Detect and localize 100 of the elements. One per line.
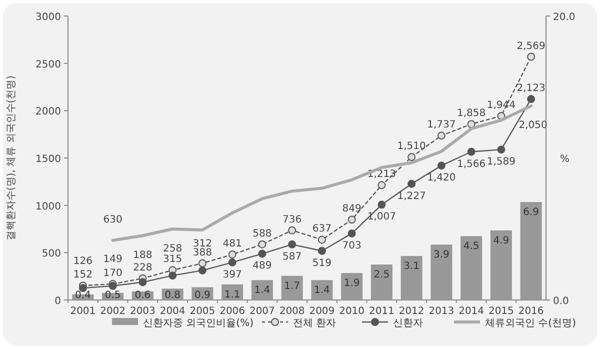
legend-label: 신환자 xyxy=(393,318,423,329)
legend-label: 신환자중 외국인비율(%) xyxy=(143,318,254,329)
bar xyxy=(400,256,422,300)
data-label: 6.9 xyxy=(523,207,540,218)
data-label: 1,007 xyxy=(367,212,396,223)
x-tick-label: 2002 xyxy=(100,306,126,317)
bar xyxy=(430,244,452,300)
y2-tick-label: 0.0 xyxy=(553,296,569,307)
data-label: 126 xyxy=(73,256,92,268)
data-label: 703 xyxy=(342,240,362,252)
data-label: 1,858 xyxy=(456,108,486,120)
point xyxy=(198,266,206,274)
data-label: 2,569 xyxy=(516,40,546,52)
x-tick-label: 2010 xyxy=(339,306,365,317)
data-label: 1,566 xyxy=(456,158,486,170)
x-tick-label: 2006 xyxy=(220,306,246,317)
data-label: 588 xyxy=(252,228,272,240)
point xyxy=(348,216,356,224)
data-label: 170 xyxy=(103,268,122,279)
y-tick-label: 2500 xyxy=(36,59,61,70)
data-label: 736 xyxy=(282,214,302,226)
x-tick-label: 2001 xyxy=(70,306,96,317)
point xyxy=(318,236,326,244)
data-label: 1,227 xyxy=(397,190,426,202)
point xyxy=(408,180,416,188)
x-tick-label: 2014 xyxy=(458,306,484,317)
data-label: 1.1 xyxy=(224,289,240,300)
data-label: 1,420 xyxy=(427,172,456,184)
data-label: 4.9 xyxy=(493,235,510,246)
legend-label: 체류외국인 수(천명) xyxy=(485,318,576,329)
point xyxy=(408,153,416,162)
x-tick-label: 2003 xyxy=(130,306,156,317)
point xyxy=(228,258,236,266)
y-tick-label: 2000 xyxy=(36,106,61,118)
data-label: 3.9 xyxy=(433,250,450,261)
x-tick-label: 2011 xyxy=(368,306,394,317)
y-axis-title: 결핵환자수(명), 체류 외국인수(천명) xyxy=(6,75,17,241)
bar xyxy=(311,280,333,300)
bar xyxy=(370,264,392,300)
point xyxy=(288,240,296,248)
point xyxy=(138,278,147,286)
data-label: 312 xyxy=(192,238,212,250)
legend-label: 전체 환자 xyxy=(293,318,336,329)
y-tick-label: 0 xyxy=(54,296,61,307)
point xyxy=(497,146,506,154)
bar xyxy=(490,230,512,300)
data-label: 152 xyxy=(73,270,92,281)
point xyxy=(467,148,476,156)
bar xyxy=(520,202,542,300)
x-tick-label: 2007 xyxy=(249,306,275,317)
point xyxy=(258,250,266,258)
point xyxy=(258,240,266,248)
point xyxy=(288,226,296,234)
x-tick-label: 2004 xyxy=(160,306,186,317)
data-label: 4.5 xyxy=(463,241,480,252)
data-label: 1,510 xyxy=(397,141,426,152)
point xyxy=(198,259,206,268)
y-tick-label: 3000 xyxy=(36,12,61,23)
data-label: 1,944 xyxy=(486,100,516,111)
data-label: 1.9 xyxy=(344,278,360,290)
data-label: 2,123 xyxy=(516,83,546,94)
data-label: 258 xyxy=(163,244,182,255)
data-label: 228 xyxy=(133,262,152,274)
data-label: 0.5 xyxy=(104,290,121,301)
point xyxy=(527,52,536,61)
bar xyxy=(460,236,482,300)
data-label: 519 xyxy=(312,258,332,269)
bar xyxy=(341,273,363,300)
data-label: 0.9 xyxy=(194,290,210,301)
data-label: 630 xyxy=(103,214,122,226)
point xyxy=(348,229,356,238)
x-tick-label: 2009 xyxy=(309,306,335,317)
data-label: 481 xyxy=(222,238,242,250)
x-tick-label: 2012 xyxy=(398,306,424,317)
x-tick-label: 2015 xyxy=(488,306,514,317)
data-label: 637 xyxy=(312,224,332,235)
bar xyxy=(251,280,273,300)
point xyxy=(318,246,326,255)
data-label: 1,737 xyxy=(427,120,456,131)
point xyxy=(527,95,536,104)
data-label: 388 xyxy=(192,247,212,258)
point xyxy=(467,120,476,128)
y-tick-label: 1000 xyxy=(36,201,61,212)
data-label: 1.7 xyxy=(284,280,300,292)
x-tick-label: 2005 xyxy=(190,306,216,317)
data-label: 315 xyxy=(163,254,182,266)
data-label: 849 xyxy=(342,204,362,215)
point xyxy=(378,181,386,190)
point xyxy=(378,200,386,209)
point xyxy=(437,162,446,170)
data-label: 1.4 xyxy=(314,285,330,296)
data-label: 188 xyxy=(133,250,152,262)
data-label: 489 xyxy=(252,260,272,272)
y2-axis-title: % xyxy=(560,154,570,165)
data-label: 587 xyxy=(282,251,302,262)
data-label: 1,589 xyxy=(486,156,516,168)
y-tick-label: 1500 xyxy=(36,154,61,165)
x-tick-label: 2013 xyxy=(428,306,454,317)
data-label: 3.1 xyxy=(404,260,420,272)
y2-tick-label: 20.0 xyxy=(553,12,576,23)
